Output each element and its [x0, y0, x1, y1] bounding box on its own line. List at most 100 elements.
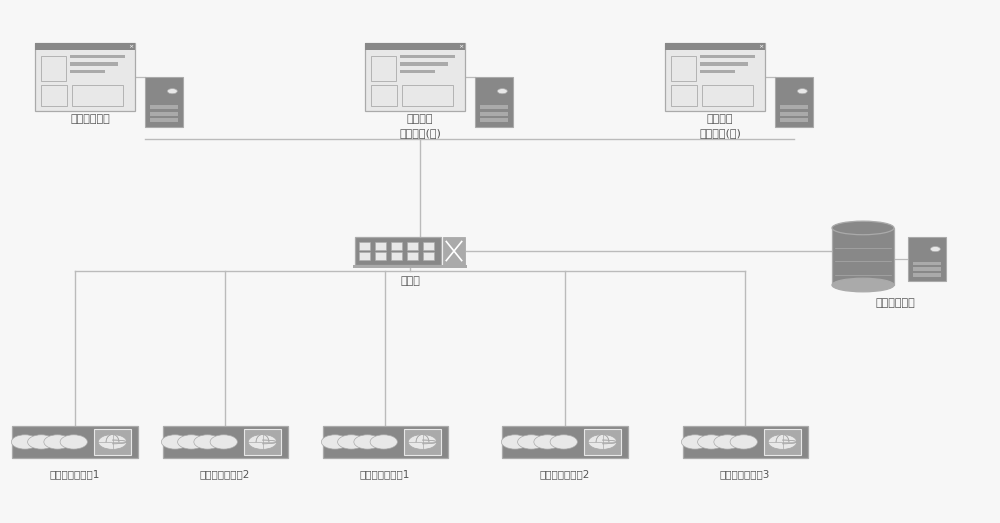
- Bar: [371, 85, 397, 106]
- Circle shape: [588, 435, 617, 449]
- Circle shape: [60, 435, 87, 449]
- Text: 控制调制解调器1: 控制调制解调器1: [50, 469, 100, 479]
- Text: 管控服务系统: 管控服务系统: [70, 114, 110, 124]
- Circle shape: [28, 435, 55, 449]
- Circle shape: [714, 435, 741, 449]
- Bar: [359, 242, 370, 249]
- Bar: [150, 111, 178, 116]
- Bar: [41, 85, 67, 106]
- Bar: [475, 77, 513, 127]
- Circle shape: [161, 435, 189, 449]
- Ellipse shape: [832, 221, 894, 235]
- Bar: [423, 242, 434, 249]
- Circle shape: [497, 88, 507, 94]
- Bar: [443, 237, 465, 265]
- Bar: [322, 426, 448, 458]
- Bar: [780, 118, 808, 122]
- Bar: [355, 237, 441, 265]
- Bar: [150, 105, 178, 109]
- Text: ×: ×: [458, 44, 464, 49]
- Circle shape: [11, 435, 39, 449]
- Bar: [150, 118, 178, 122]
- Circle shape: [167, 88, 177, 94]
- Circle shape: [338, 435, 365, 449]
- Circle shape: [321, 435, 349, 449]
- Bar: [780, 105, 808, 109]
- Bar: [407, 242, 418, 249]
- Bar: [700, 55, 755, 58]
- Bar: [480, 105, 508, 109]
- Circle shape: [248, 435, 277, 449]
- Bar: [702, 85, 753, 106]
- Circle shape: [210, 435, 237, 449]
- Bar: [480, 111, 508, 116]
- Bar: [353, 265, 467, 268]
- Text: 交换机: 交换机: [400, 276, 420, 286]
- Bar: [671, 56, 696, 81]
- Circle shape: [354, 435, 381, 449]
- Bar: [502, 426, 628, 458]
- Bar: [41, 56, 66, 81]
- Bar: [391, 242, 402, 249]
- Bar: [913, 267, 941, 271]
- Circle shape: [178, 435, 205, 449]
- Bar: [12, 426, 138, 458]
- Bar: [365, 43, 465, 50]
- Bar: [913, 273, 941, 277]
- Bar: [913, 262, 941, 265]
- Circle shape: [518, 435, 545, 449]
- Bar: [402, 85, 453, 106]
- Bar: [665, 43, 765, 50]
- Circle shape: [370, 435, 397, 449]
- Circle shape: [534, 435, 561, 449]
- Bar: [162, 426, 288, 458]
- Bar: [665, 43, 765, 111]
- Circle shape: [768, 435, 797, 449]
- Circle shape: [930, 246, 940, 252]
- Bar: [365, 43, 465, 111]
- Text: 控制调制解调器2: 控制调制解调器2: [200, 469, 250, 479]
- Bar: [584, 429, 621, 455]
- Bar: [780, 111, 808, 116]
- Circle shape: [698, 435, 725, 449]
- Text: 业务调制解调器2: 业务调制解调器2: [540, 469, 590, 479]
- Text: ×: ×: [758, 44, 764, 49]
- Bar: [832, 228, 894, 285]
- Circle shape: [44, 435, 71, 449]
- Bar: [391, 253, 402, 260]
- Text: 核心业务
处理系统(主): 核心业务 处理系统(主): [399, 114, 441, 138]
- Bar: [400, 70, 435, 73]
- Circle shape: [408, 435, 437, 449]
- Bar: [35, 43, 135, 111]
- Bar: [700, 62, 748, 66]
- Bar: [35, 43, 135, 50]
- Text: 核心业务
处理系统(备): 核心业务 处理系统(备): [699, 114, 741, 138]
- Bar: [764, 429, 801, 455]
- Bar: [244, 429, 281, 455]
- Text: 数据库服务器: 数据库服务器: [875, 298, 915, 308]
- Circle shape: [98, 435, 127, 449]
- Bar: [480, 118, 508, 122]
- Text: ×: ×: [128, 44, 134, 49]
- Bar: [72, 85, 123, 106]
- Circle shape: [550, 435, 577, 449]
- Bar: [70, 62, 118, 66]
- Circle shape: [501, 435, 529, 449]
- Bar: [94, 429, 131, 455]
- Bar: [407, 253, 418, 260]
- Circle shape: [681, 435, 709, 449]
- Bar: [682, 426, 808, 458]
- Bar: [400, 55, 455, 58]
- Circle shape: [194, 435, 221, 449]
- Text: 业务调制解调器1: 业务调制解调器1: [360, 469, 410, 479]
- Bar: [404, 429, 441, 455]
- Text: 业务调制解调器3: 业务调制解调器3: [720, 469, 770, 479]
- Circle shape: [730, 435, 757, 449]
- Bar: [70, 55, 125, 58]
- Bar: [775, 77, 813, 127]
- Bar: [371, 56, 396, 81]
- Bar: [375, 242, 386, 249]
- Circle shape: [797, 88, 807, 94]
- Bar: [145, 77, 183, 127]
- Bar: [359, 253, 370, 260]
